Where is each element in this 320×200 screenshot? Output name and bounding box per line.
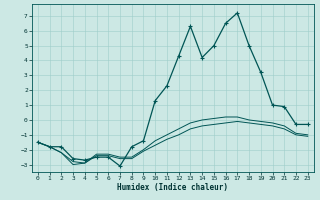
X-axis label: Humidex (Indice chaleur): Humidex (Indice chaleur) (117, 183, 228, 192)
